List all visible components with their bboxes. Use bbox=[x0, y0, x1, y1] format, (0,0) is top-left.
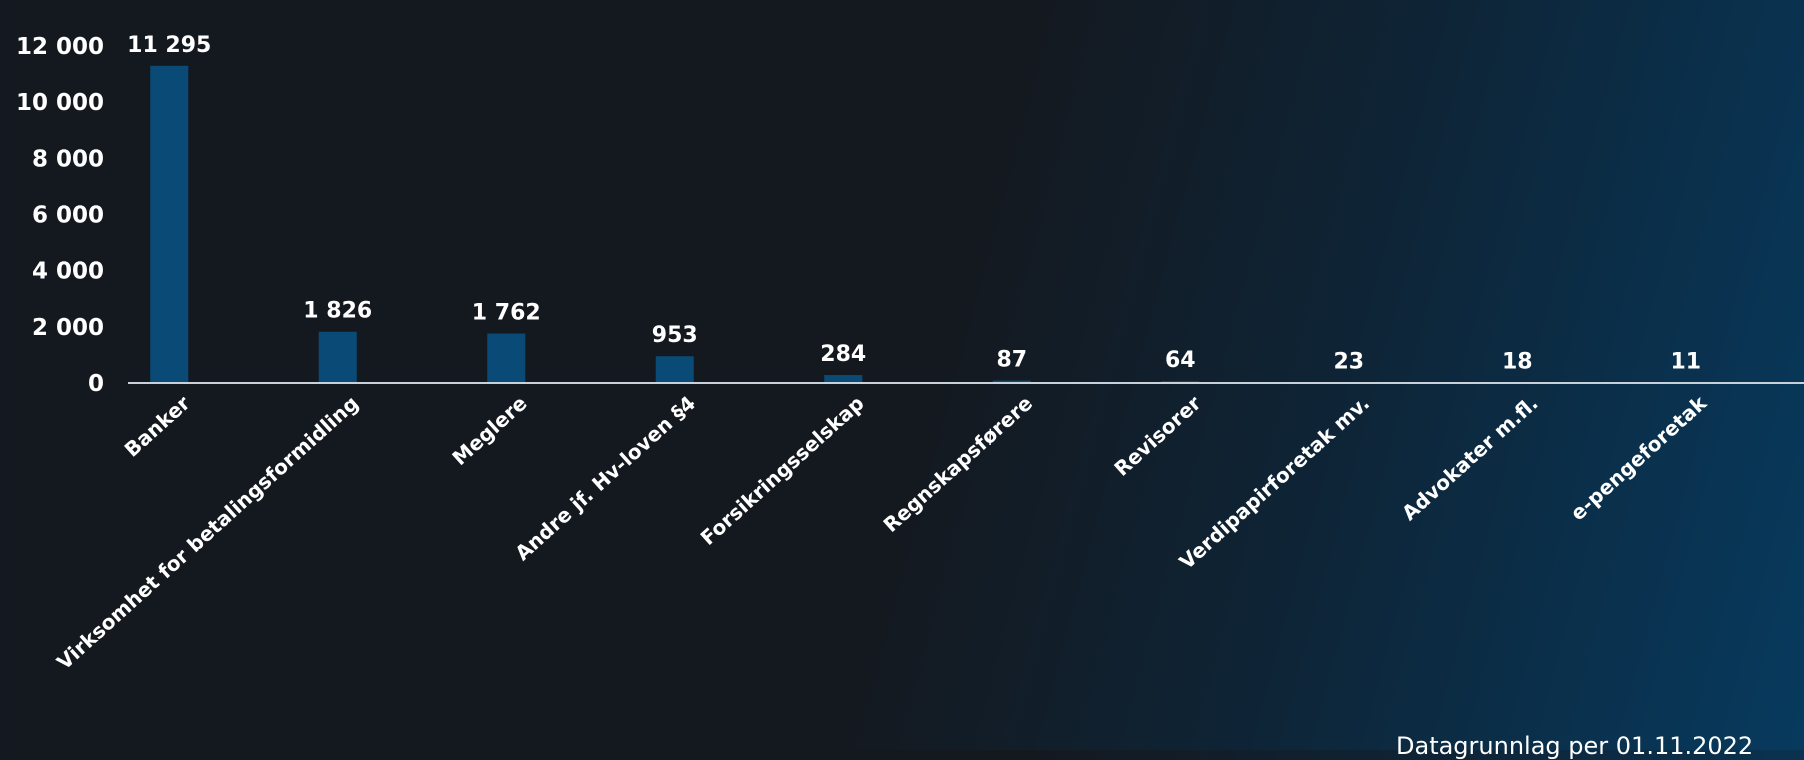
bar bbox=[150, 65, 189, 383]
x-tick-label: Advokater m.fl. bbox=[1397, 391, 1543, 525]
y-tick-label: 6 000 bbox=[32, 203, 104, 229]
footnote: Datagrunnlag per 01.11.2022 bbox=[1396, 732, 1754, 760]
bar bbox=[655, 356, 694, 383]
x-tick-label: Verdipapirforetak mv. bbox=[1175, 391, 1375, 574]
x-tick-label: e-pengeforetak bbox=[1566, 390, 1712, 525]
data-label: 953 bbox=[652, 323, 698, 348]
x-tick-label: Virksomhet for betalingsformidling bbox=[52, 391, 363, 674]
y-axis: 0 2 000 4 000 6 000 8 000 10 000 12 000 bbox=[16, 34, 104, 397]
data-label: 87 bbox=[996, 348, 1027, 373]
y-tick-label: 4 000 bbox=[32, 259, 104, 285]
bar bbox=[992, 380, 1031, 383]
data-label: 64 bbox=[1165, 348, 1196, 373]
data-label: 11 bbox=[1670, 350, 1701, 375]
data-label: 284 bbox=[820, 342, 866, 367]
x-tick-label: Revisorer bbox=[1109, 391, 1205, 481]
x-tick-label: Andre jf. Hv-loven §4 bbox=[510, 391, 700, 565]
data-labels: 11 295 1 826 1 762 953 284 87 64 23 18 11 bbox=[127, 33, 1701, 375]
bar bbox=[318, 331, 357, 383]
bar bbox=[487, 333, 526, 383]
data-label: 1 826 bbox=[303, 299, 372, 324]
y-tick-label: 8 000 bbox=[32, 146, 104, 172]
y-tick-label: 2 000 bbox=[32, 315, 104, 341]
y-tick-label: 12 000 bbox=[16, 34, 104, 60]
x-tick-label: Meglere bbox=[447, 391, 531, 470]
x-tick-label: Regnskapsførere bbox=[879, 391, 1038, 537]
data-label: 11 295 bbox=[127, 33, 211, 58]
data-label: 23 bbox=[1333, 349, 1364, 374]
bars bbox=[150, 65, 1705, 383]
data-label: 18 bbox=[1502, 349, 1533, 374]
x-tick-label: Banker bbox=[120, 391, 195, 462]
y-tick-label: 10 000 bbox=[16, 90, 104, 116]
y-tick-label: 0 bbox=[88, 371, 104, 397]
bar bbox=[824, 375, 863, 383]
data-label: 1 762 bbox=[472, 301, 541, 326]
x-tick-label: Forsikringsselskap bbox=[696, 391, 869, 550]
